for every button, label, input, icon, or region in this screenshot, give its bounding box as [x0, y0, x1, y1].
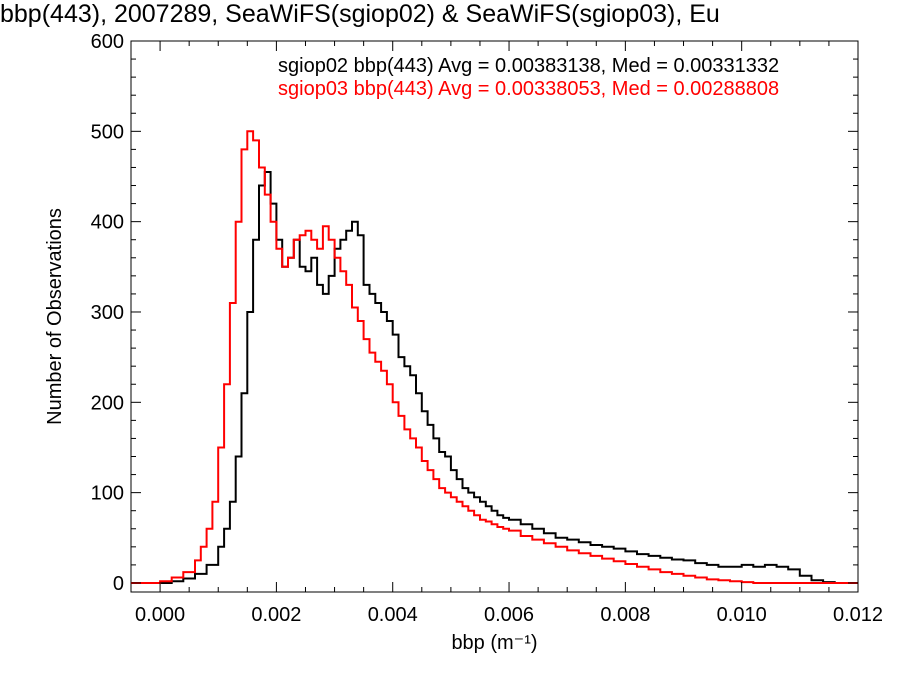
- y-tick-label: 200: [91, 392, 124, 414]
- series-line-1: [131, 171, 858, 584]
- x-tick-label: 0.000: [135, 604, 185, 626]
- series-line-2: [131, 130, 858, 584]
- legend-entry-1: sgiop02 bbp(443) Avg = 0.00383138, Med =…: [278, 55, 779, 77]
- y-tick-label: 100: [91, 483, 124, 505]
- y-tick-label: 300: [91, 302, 124, 324]
- chart-title: bbp(443), 2007289, SeaWiFS(sgiop02) & Se…: [0, 0, 720, 28]
- x-axis-label: bbp (m⁻¹): [451, 632, 537, 654]
- x-tick-label: 0.006: [484, 604, 534, 626]
- y-tick-label: 0: [113, 573, 124, 595]
- plot-frame: [130, 40, 859, 593]
- y-tick-label: 600: [91, 31, 124, 53]
- legend-entry-2: sgiop03 bbp(443) Avg = 0.00338053, Med =…: [278, 78, 779, 100]
- x-tick-label: 0.008: [600, 604, 650, 626]
- x-tick-label: 0.002: [251, 604, 301, 626]
- y-tick-label: 500: [91, 121, 124, 143]
- x-tick-label: 0.012: [833, 604, 883, 626]
- x-tick-label: 0.004: [368, 604, 418, 626]
- y-tick-label: 400: [91, 212, 124, 234]
- y-axis-label: Number of Observations: [44, 208, 66, 425]
- x-tick-label: 0.010: [717, 604, 767, 626]
